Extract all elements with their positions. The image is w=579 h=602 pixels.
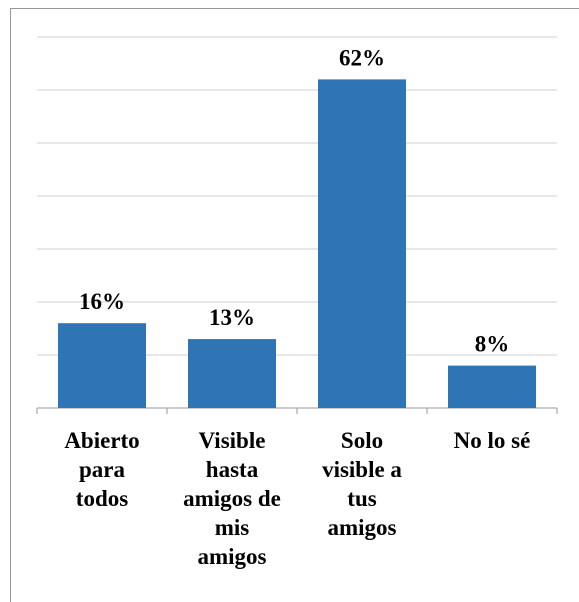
chart-frame (10, 8, 579, 602)
x-tick-label: Abierto para todos (64, 428, 140, 511)
x-tick-label: No lo sé (453, 428, 531, 453)
bar (318, 79, 406, 409)
data-label: 16% (79, 289, 125, 314)
data-label: 8% (475, 332, 510, 357)
data-label: 62% (339, 45, 385, 70)
x-tick-label: Solo visible a tus amigos (322, 428, 402, 540)
data-label: 13% (209, 305, 255, 330)
bar (448, 365, 536, 408)
x-tick-label: Visible hasta amigos de mis amigos (183, 428, 281, 569)
bar (188, 339, 276, 408)
bar (58, 323, 146, 408)
